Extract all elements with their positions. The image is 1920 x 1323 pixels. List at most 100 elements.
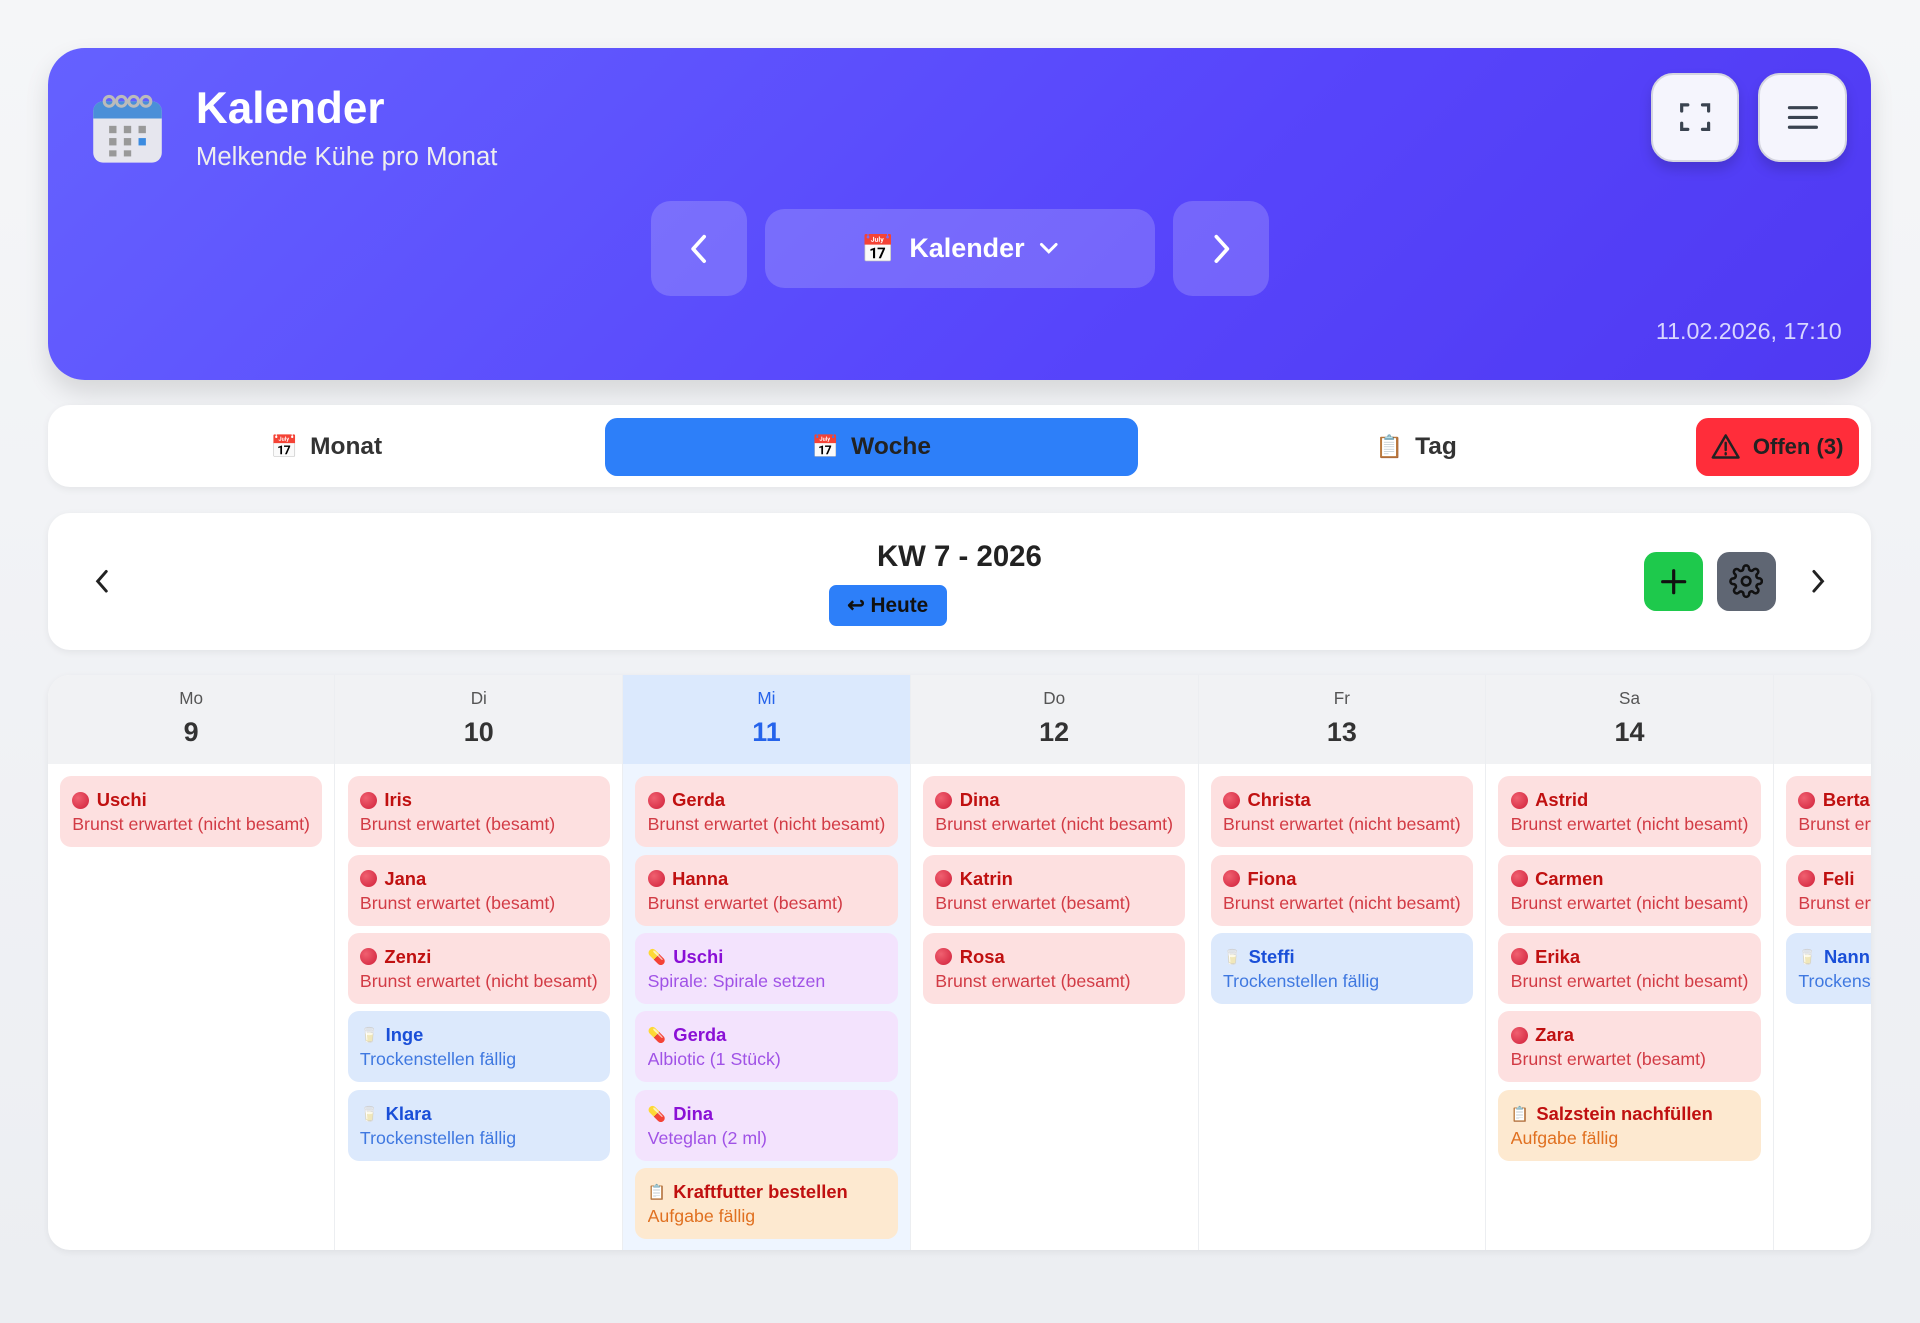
red-dot-icon [1510,791,1528,809]
event-subtitle: Trockenstellen fällig [359,1049,517,1070]
next-week-button[interactable] [1809,569,1826,593]
day-name: Fr [1333,688,1350,709]
day-number: 11 [752,716,781,747]
day-column-mi[interactable]: Mi 11 Gerda Brunst erwartet (nicht besam… [623,674,911,1251]
event-title: Klara [385,1102,432,1124]
tab-monat[interactable]: 📅 Monat [60,418,593,477]
event-card[interactable]: Zenzi Brunst erwartet (nicht besamt) [347,933,610,1005]
view-select-label: Kalender [909,233,1025,264]
red-dot-icon [647,791,665,809]
day-number: 13 [1326,716,1357,747]
event-card[interactable]: Jana Brunst erwartet (besamt) [347,854,610,926]
event-title: Astrid [1535,789,1589,811]
day-column-do[interactable]: Do 12 Dina Brunst erwartet (nicht besamt… [910,674,1199,1251]
event-card[interactable]: 🥛 Steffi Trockenstellen fällig [1210,933,1473,1005]
event-subtitle: Trockenstellen fällig [1798,970,1871,991]
settings-button[interactable] [1716,552,1776,611]
previous-button[interactable] [651,200,747,297]
calendar-icon: 📅 [811,433,839,459]
event-card[interactable]: Katrin Brunst erwartet (besamt) [923,854,1186,926]
event-subtitle: Brunst erwartet (nicht besamt) [935,814,1174,835]
event-title: Fiona [1247,867,1297,889]
event-title: Uschi [96,789,147,811]
day-column-mo[interactable]: Mo 9 Uschi Brunst erwartet (nicht besamt… [47,674,336,1251]
event-title: Gerda [672,789,726,811]
tab-tag[interactable]: 📋 Tag [1150,418,1683,477]
day-column-di[interactable]: Di 10 Iris Brunst erwartet (besamt) Jana … [335,674,624,1251]
event-card[interactable]: Erika Brunst erwartet (nicht besamt) [1498,933,1761,1005]
red-dot-icon [1510,948,1528,966]
event-title: Kraftfutter bestellen [673,1180,848,1202]
red-dot-icon [1798,791,1816,809]
event-card[interactable]: Dina Brunst erwartet (nicht besamt) [923,776,1186,848]
red-dot-icon [1222,791,1241,809]
event-card[interactable]: 🥛 Klara Trockenstellen fällig [347,1089,610,1161]
clipboard-icon: 📋 [647,1184,666,1201]
event-title: Zara [1535,1024,1574,1046]
event-card[interactable]: Zara Brunst erwartet (besamt) [1498,1011,1761,1083]
event-card[interactable]: Rosa Brunst erwartet (besamt) [923,933,1186,1005]
event-subtitle: Brunst erwartet (nicht besamt) [1510,970,1749,991]
day-header: So 15 [1773,674,1872,765]
event-card[interactable]: Gerda Brunst erwartet (nicht besamt) [635,776,898,848]
event-card[interactable]: Berta Brunst erwartet (besamt) [1786,776,1872,848]
event-card[interactable]: Iris Brunst erwartet (besamt) [347,776,610,848]
day-header: Mi 11 [623,674,910,765]
event-card[interactable]: Carmen Brunst erwartet (nicht besamt) [1498,854,1761,926]
event-subtitle: Brunst erwartet (besamt) [935,970,1131,991]
tab-woche[interactable]: 📅 Woche [604,417,1138,477]
event-title: Katrin [959,867,1013,889]
plus-icon [1661,569,1687,595]
view-select-dropdown[interactable]: 📅 Kalender [765,209,1155,288]
menu-button[interactable] [1758,73,1847,162]
event-card[interactable]: Hanna Brunst erwartet (besamt) [635,854,898,926]
event-subtitle: Brunst erwartet (nicht besamt) [359,970,598,991]
event-card[interactable]: Uschi Brunst erwartet (nicht besamt) [59,776,323,848]
event-card[interactable]: 💊 Dina Veteglan (2 ml) [635,1089,898,1161]
event-title: Uschi [673,945,724,967]
open-items-button[interactable]: Offen (3) [1695,417,1859,477]
event-card[interactable]: Christa Brunst erwartet (nicht besamt) [1210,776,1473,848]
day-column-so[interactable]: So 15 Berta Brunst erwartet (besamt)Feli… [1773,674,1872,1251]
event-card[interactable]: 💊 Gerda Albiotic (1 Stück) [635,1011,898,1083]
event-card[interactable]: Fiona Brunst erwartet (nicht besamt) [1210,854,1473,926]
event-title: Jana [384,867,427,889]
warning-icon [1711,434,1741,460]
fullscreen-button[interactable] [1650,73,1739,162]
red-dot-icon [1510,869,1528,888]
today-button[interactable]: ↩ Heute [828,585,947,626]
day-column-sa[interactable]: Sa 14 Astrid Brunst erwartet (nicht besa… [1486,674,1774,1251]
event-title: Salzstein nachfüllen [1536,1102,1713,1124]
event-title: Zenzi [384,945,432,967]
red-dot-icon [1798,869,1816,888]
week-title: KW 7 - 2026 [876,540,1042,573]
event-card[interactable]: 📋 Salzstein nachfüllen Aufgabe fällig [1498,1089,1761,1161]
event-subtitle: Spirale: Spirale setzen [647,970,826,991]
event-card[interactable]: 🥛 Nanni Trockenstellen fällig [1786,933,1872,1005]
event-list: Astrid Brunst erwartet (nicht besamt) Car… [1486,764,1773,1173]
hamburger-menu-icon [1787,106,1818,129]
chevron-right-icon [1214,234,1229,263]
event-card[interactable]: Feli Brunst erwartet (nicht besamt) [1786,854,1872,926]
event-card[interactable]: Astrid Brunst erwartet (nicht besamt) [1498,776,1761,848]
event-card[interactable]: 📋 Kraftfutter bestellen Aufgabe fällig [635,1168,898,1240]
event-subtitle: Aufgabe fällig [1510,1127,1619,1148]
next-button[interactable] [1173,200,1269,297]
pill-icon: 💊 [647,949,666,966]
chevron-down-icon [1040,243,1058,255]
event-title: Berta [1822,789,1870,811]
add-event-button[interactable] [1644,552,1704,611]
day-number: 10 [463,716,494,747]
day-name: Mo [179,688,203,709]
previous-week-button[interactable] [94,569,111,593]
event-subtitle: Trockenstellen fällig [359,1127,517,1148]
day-column-fr[interactable]: Fr 13 Christa Brunst erwartet (nicht bes… [1198,674,1487,1251]
event-card[interactable]: 🥛 Inge Trockenstellen fällig [347,1011,610,1083]
day-header: Mo 9 [47,674,335,765]
calendar-icon: 📅 [270,433,298,459]
milk-glass-icon: 🥛 [1798,949,1817,966]
chevron-left-icon [691,234,706,263]
red-dot-icon [72,791,90,809]
event-card[interactable]: 💊 Uschi Spirale: Spirale setzen [635,933,898,1005]
event-subtitle: Brunst erwartet (besamt) [1798,814,1871,835]
